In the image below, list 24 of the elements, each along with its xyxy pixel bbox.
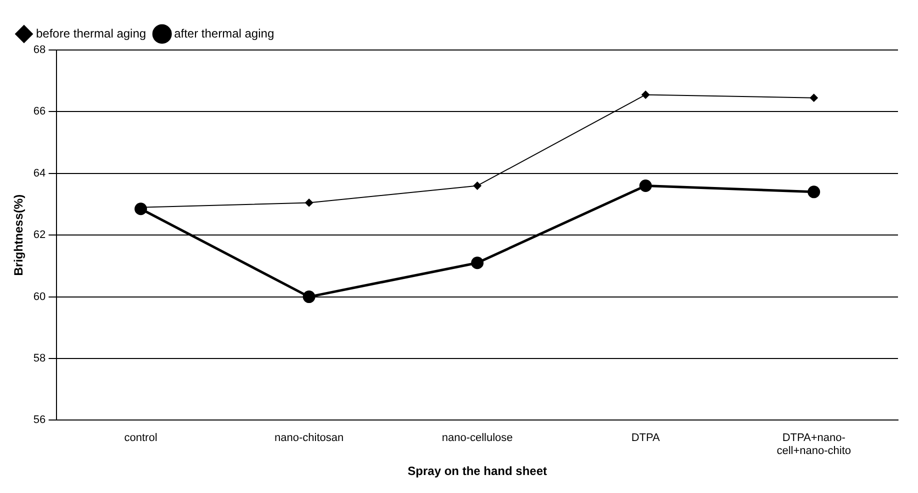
y-axis-title: Brightness(%) [12,194,26,276]
x-tick-label: control [124,432,158,444]
y-tick-label: 68 [33,44,46,56]
point [305,198,314,207]
point [302,290,316,304]
x-axis-title: Spray on the hand sheet [408,464,547,478]
point [639,179,652,192]
y-tick-label: 60 [33,290,46,303]
x-tick-label: nano-chitosan [274,432,344,444]
point [473,182,482,190]
legend-label: before thermal aging [36,26,146,40]
y-tick-label: 58 [33,352,46,365]
x-tick-label: nano-cellulose [442,432,513,444]
legend-label: after thermal aging [174,26,274,40]
x-tick-label: DTPA+nano-cell+nano-chito [776,432,852,458]
y-tick-label: 56 [33,414,46,426]
point [810,94,818,102]
y-tick-label: 62 [33,229,46,242]
x-tick-label: DTPA [631,432,661,444]
point [471,256,484,270]
y-tick-label: 64 [33,167,46,180]
y-tick-label: 66 [33,106,46,118]
point [808,186,820,198]
point [642,90,650,99]
